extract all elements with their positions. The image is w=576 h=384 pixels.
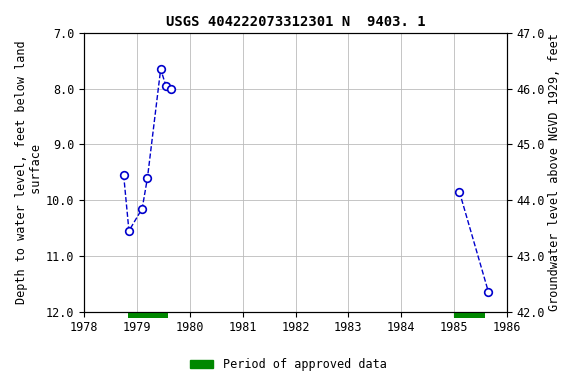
- Bar: [128, 312, 168, 318]
- Legend: Period of approved data: Period of approved data: [185, 354, 391, 376]
- Y-axis label: Depth to water level, feet below land
 surface: Depth to water level, feet below land su…: [15, 41, 43, 304]
- Bar: [454, 312, 485, 318]
- Title: USGS 404222073312301 N  9403. 1: USGS 404222073312301 N 9403. 1: [166, 15, 425, 29]
- Y-axis label: Groundwater level above NGVD 1929, feet: Groundwater level above NGVD 1929, feet: [548, 33, 561, 311]
